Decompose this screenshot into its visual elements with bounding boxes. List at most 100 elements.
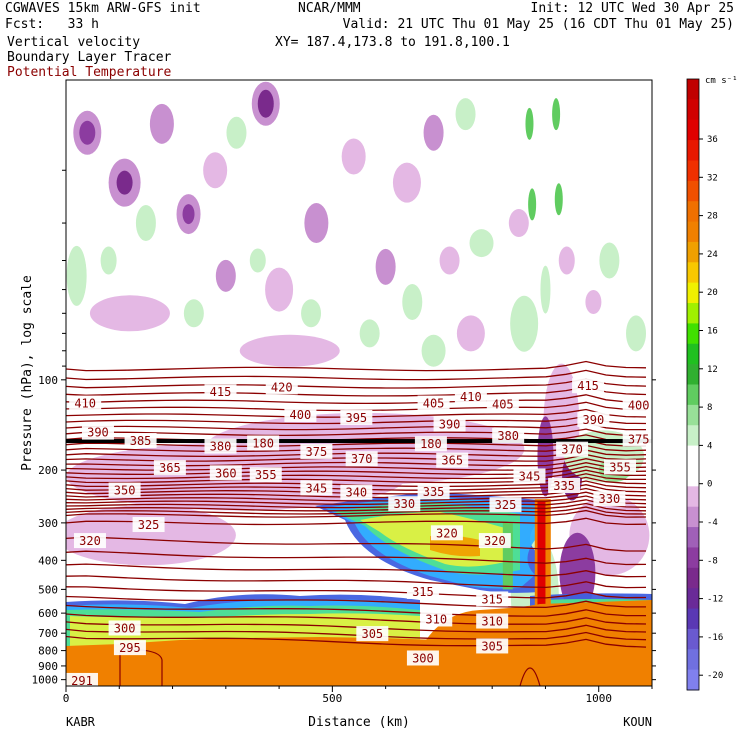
theta-label-49: 291 <box>71 674 93 688</box>
w-shade-29 <box>249 248 266 273</box>
theta-label-8: 415 <box>577 379 599 393</box>
theta-label-1: 420 <box>271 380 293 394</box>
field-boundary-layer-tracer: Boundary Layer Tracer <box>7 50 172 65</box>
theta-label-32: 355 <box>609 460 631 474</box>
w-shade-21 <box>508 209 529 238</box>
theta-label-18: 380 <box>497 429 519 443</box>
colorbar-swatch-14 <box>687 364 699 385</box>
colorbar-swatch-27 <box>687 628 699 650</box>
theta-label-bg-46 <box>108 620 141 636</box>
theta-label-14: 375 <box>306 445 328 459</box>
theta-isoline-40 <box>66 628 647 641</box>
colorbar-label-2: 28 <box>707 212 718 222</box>
x-tick-label-1: 500 <box>322 692 342 705</box>
theta-label-bg-32 <box>604 459 637 475</box>
theta-label-46: 300 <box>114 621 136 635</box>
theta-label-bg-36 <box>132 517 165 533</box>
theta-label-bg-22 <box>153 460 186 476</box>
w-shade-6 <box>182 204 195 225</box>
w-shade-36 <box>510 295 539 352</box>
theta-label-bg-29 <box>108 482 141 498</box>
theta-isoline-39 <box>66 621 647 633</box>
w-shade-19 <box>89 295 170 332</box>
theta-label-bg-11 <box>124 433 157 449</box>
theta-label-bg-23 <box>209 465 242 481</box>
theta-label-bg-9 <box>622 397 655 413</box>
w-shade-4 <box>149 103 174 144</box>
colorbar-swatch-21 <box>687 506 699 528</box>
theta-label-0: 410 <box>74 397 96 411</box>
w-shade-25 <box>100 246 117 275</box>
colorbar-swatch-15 <box>687 384 699 406</box>
theta-label-bg-38 <box>430 525 463 541</box>
theta-isoline-33 <box>66 563 647 578</box>
theta-label-19: 390 <box>583 413 605 427</box>
w-shade-42 <box>554 183 563 216</box>
theta-label-bg-3 <box>284 406 317 422</box>
theta-label-bg-6 <box>454 388 487 404</box>
w-shade-12 <box>304 203 329 244</box>
colorbar-label-9: 0 <box>707 480 712 490</box>
theta-label-bg-43 <box>476 613 509 629</box>
x-tick-label-0: 0 <box>63 692 70 705</box>
w-shade-49 <box>66 505 236 566</box>
colorbar-label-11: -8 <box>707 556 718 566</box>
colorbar-swatch-20 <box>687 486 699 508</box>
w-shade-15 <box>392 162 421 203</box>
valid-time: Valid: 21 UTC Thu 01 May 25 (16 CDT Thu … <box>342 17 734 32</box>
theta-isoline-1 <box>66 369 647 381</box>
colorbar-label-5: 16 <box>707 327 718 337</box>
theta-label-6: 410 <box>460 390 482 404</box>
tropopause-line <box>66 439 652 444</box>
theta-label-45: 305 <box>481 639 503 653</box>
w-shade-8 <box>215 259 236 292</box>
colorbar-swatch-25 <box>687 588 699 610</box>
colorbar-swatch-6 <box>687 201 699 223</box>
theta-label-5: 405 <box>423 397 445 411</box>
theta-label-bg-49 <box>65 672 98 688</box>
colorbar-swatch-11 <box>687 303 699 324</box>
theta-label-bg-31 <box>548 477 581 493</box>
w-shade-22 <box>558 246 575 275</box>
w-shade-34 <box>455 98 476 131</box>
theta-label-bg-28 <box>417 484 450 500</box>
theta-isoline-28 <box>66 506 647 515</box>
w-shade-38 <box>626 315 647 352</box>
colorbar-label-6: 12 <box>707 365 718 375</box>
colorbar-swatch-9 <box>687 262 699 284</box>
colorbar-label-0: 36 <box>707 135 718 145</box>
w-shade-10 <box>257 89 274 118</box>
theta-label-20: 375 <box>628 432 650 446</box>
y-axis-label: Pressure (hPa), log scale <box>20 275 35 471</box>
theta-isoline-3 <box>66 386 647 397</box>
theta-label-11: 385 <box>130 434 152 448</box>
y-tick-label-1: 200 <box>38 464 58 477</box>
theta-label-26: 345 <box>306 481 328 495</box>
theta-label-33: 330 <box>599 492 621 506</box>
theta-label-bg-44 <box>356 626 389 642</box>
colorbar-swatch-7 <box>687 221 699 243</box>
theta-label-10: 390 <box>87 426 109 440</box>
theta-label-2: 415 <box>210 385 232 399</box>
y-tick-label-2: 300 <box>38 517 58 530</box>
theta-label-28: 335 <box>423 485 445 499</box>
theta-label-48: 295 <box>119 641 141 655</box>
theta-isoline-9 <box>66 428 647 437</box>
theta-label-22: 365 <box>159 461 181 475</box>
theta-isoline-0 <box>66 360 647 372</box>
theta-isoline-11 <box>66 439 647 447</box>
theta-label-bg-14 <box>300 443 333 459</box>
w-shade-20 <box>239 334 340 367</box>
w-shade-23 <box>585 289 602 314</box>
w-shade-24 <box>66 245 87 306</box>
theta-label-bg-41 <box>476 591 509 607</box>
theta-label-bg-48 <box>113 640 146 656</box>
theta-isoline-12 <box>66 444 647 453</box>
field-vertical-velocity: Vertical velocity <box>7 35 141 50</box>
init-time: Init: 12 UTC Wed 30 Apr 25 <box>530 1 735 16</box>
theta-label-31: 335 <box>553 479 575 493</box>
w-shade-14 <box>375 248 396 285</box>
theta-isoline-38 <box>66 613 647 625</box>
theta-isoline-24 <box>66 491 647 502</box>
